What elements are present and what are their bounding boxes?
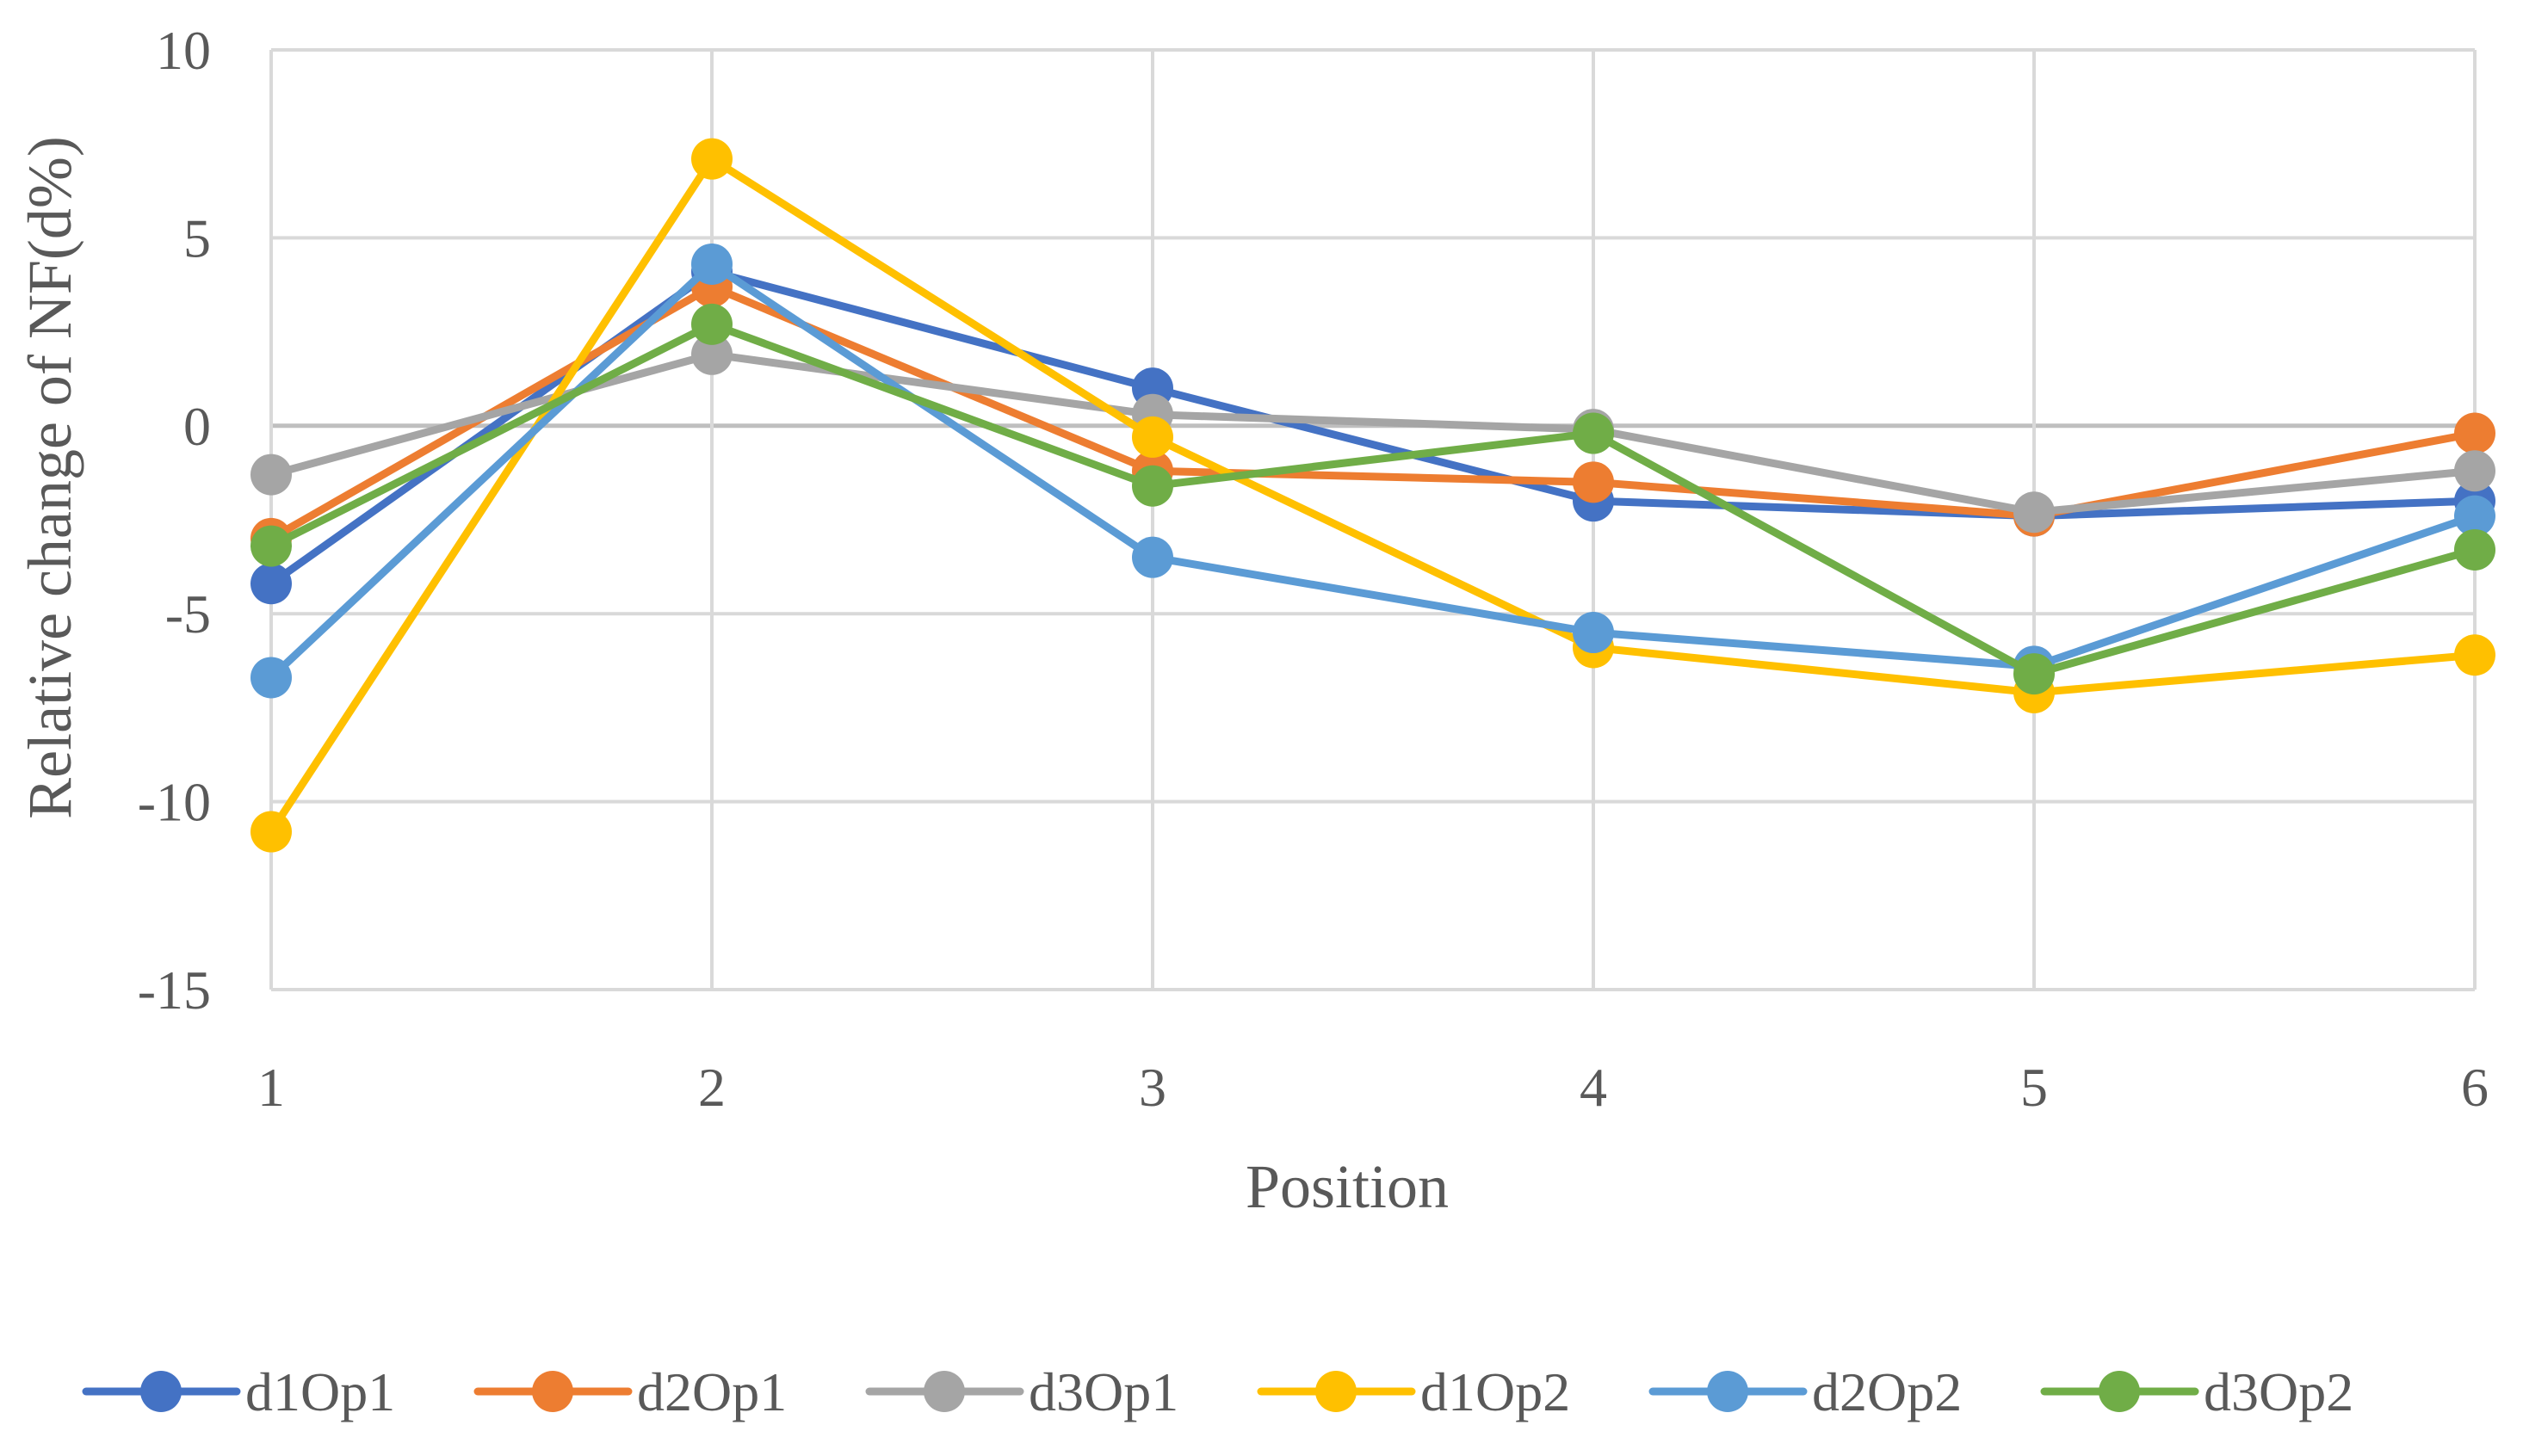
- data-point: [1573, 612, 1614, 654]
- legend-label: d1Op2: [1420, 1361, 1570, 1422]
- y-tick-label: 0: [183, 396, 211, 457]
- series-line: [267, 350, 2479, 516]
- data-point: [1132, 536, 1173, 578]
- x-tick-label: 6: [2461, 1057, 2489, 1118]
- x-tick-label: 2: [698, 1057, 726, 1118]
- data-point: [1573, 461, 1614, 503]
- legend-marker: [140, 1371, 182, 1412]
- series-d3Op2: [250, 303, 2495, 695]
- data-point: [1573, 412, 1614, 454]
- legend-marker: [1315, 1371, 1357, 1412]
- data-point: [2013, 653, 2055, 695]
- data-point: [2454, 495, 2495, 537]
- data-point: [1132, 416, 1173, 458]
- series-line: [267, 155, 2479, 836]
- data-point: [691, 138, 733, 180]
- legend-label: d1Op1: [245, 1361, 395, 1422]
- data-point: [250, 563, 292, 605]
- data-point: [2454, 412, 2495, 454]
- legend-marker: [1707, 1371, 1748, 1412]
- data-point: [2454, 634, 2495, 676]
- legend-label: d3Op1: [1029, 1361, 1178, 1422]
- legend-marker: [924, 1371, 965, 1412]
- y-tick-label: 5: [183, 207, 211, 268]
- data-point: [691, 333, 733, 375]
- data-point: [1132, 465, 1173, 507]
- series-line: [267, 268, 2479, 588]
- legend-label: d2Op1: [637, 1361, 787, 1422]
- legend-label: d2Op2: [1812, 1361, 1962, 1422]
- x-tick-label: 5: [2020, 1057, 2048, 1118]
- data-point: [2013, 491, 2055, 534]
- x-tick-label: 3: [1139, 1057, 1166, 1118]
- x-axis-title: Position: [1246, 1152, 1449, 1221]
- x-tick-label: 1: [257, 1057, 285, 1118]
- data-point: [691, 303, 733, 345]
- x-axis-tick-labels: 1 2 3 4 5 6: [257, 1057, 2489, 1118]
- y-tick-label: -15: [138, 959, 211, 1021]
- legend: d1Op1 d2Op1 d3Op1 d1Op2 d2Op2 d3Op2: [82, 1361, 2353, 1422]
- legend-item-d2Op2: d2Op2: [1648, 1361, 1962, 1422]
- series-group: [250, 138, 2495, 853]
- series-d1Op2: [250, 138, 2495, 853]
- data-point: [250, 811, 292, 853]
- data-point: [250, 657, 292, 699]
- data-point: [250, 453, 292, 496]
- legend-item-d1Op2: d1Op2: [1257, 1361, 1570, 1422]
- legend-marker: [532, 1371, 573, 1412]
- data-point: [2454, 450, 2495, 492]
- data-point: [2454, 528, 2495, 571]
- legend-item-d1Op1: d1Op1: [82, 1361, 395, 1422]
- series-line: [267, 260, 2479, 682]
- series-line: [267, 320, 2479, 678]
- legend-item-d3Op1: d3Op1: [865, 1361, 1178, 1422]
- legend-item-d2Op1: d2Op1: [473, 1361, 787, 1422]
- legend-label: d3Op2: [2204, 1361, 2353, 1422]
- y-tick-label: 10: [156, 20, 211, 81]
- legend-item-d3Op2: d3Op2: [2040, 1361, 2353, 1422]
- y-tick-label: -10: [138, 772, 211, 833]
- series-d2Op2: [250, 243, 2495, 699]
- data-point: [691, 243, 733, 285]
- x-tick-label: 4: [1580, 1057, 1607, 1118]
- legend-marker: [2099, 1371, 2140, 1412]
- data-point: [250, 525, 292, 567]
- grid: [269, 48, 2477, 991]
- y-axis-tick-labels: 10 5 0 -5 -10 -15: [138, 20, 211, 1021]
- y-tick-label: -5: [165, 583, 211, 645]
- y-axis-title: Relative change of NF(d%): [15, 136, 84, 819]
